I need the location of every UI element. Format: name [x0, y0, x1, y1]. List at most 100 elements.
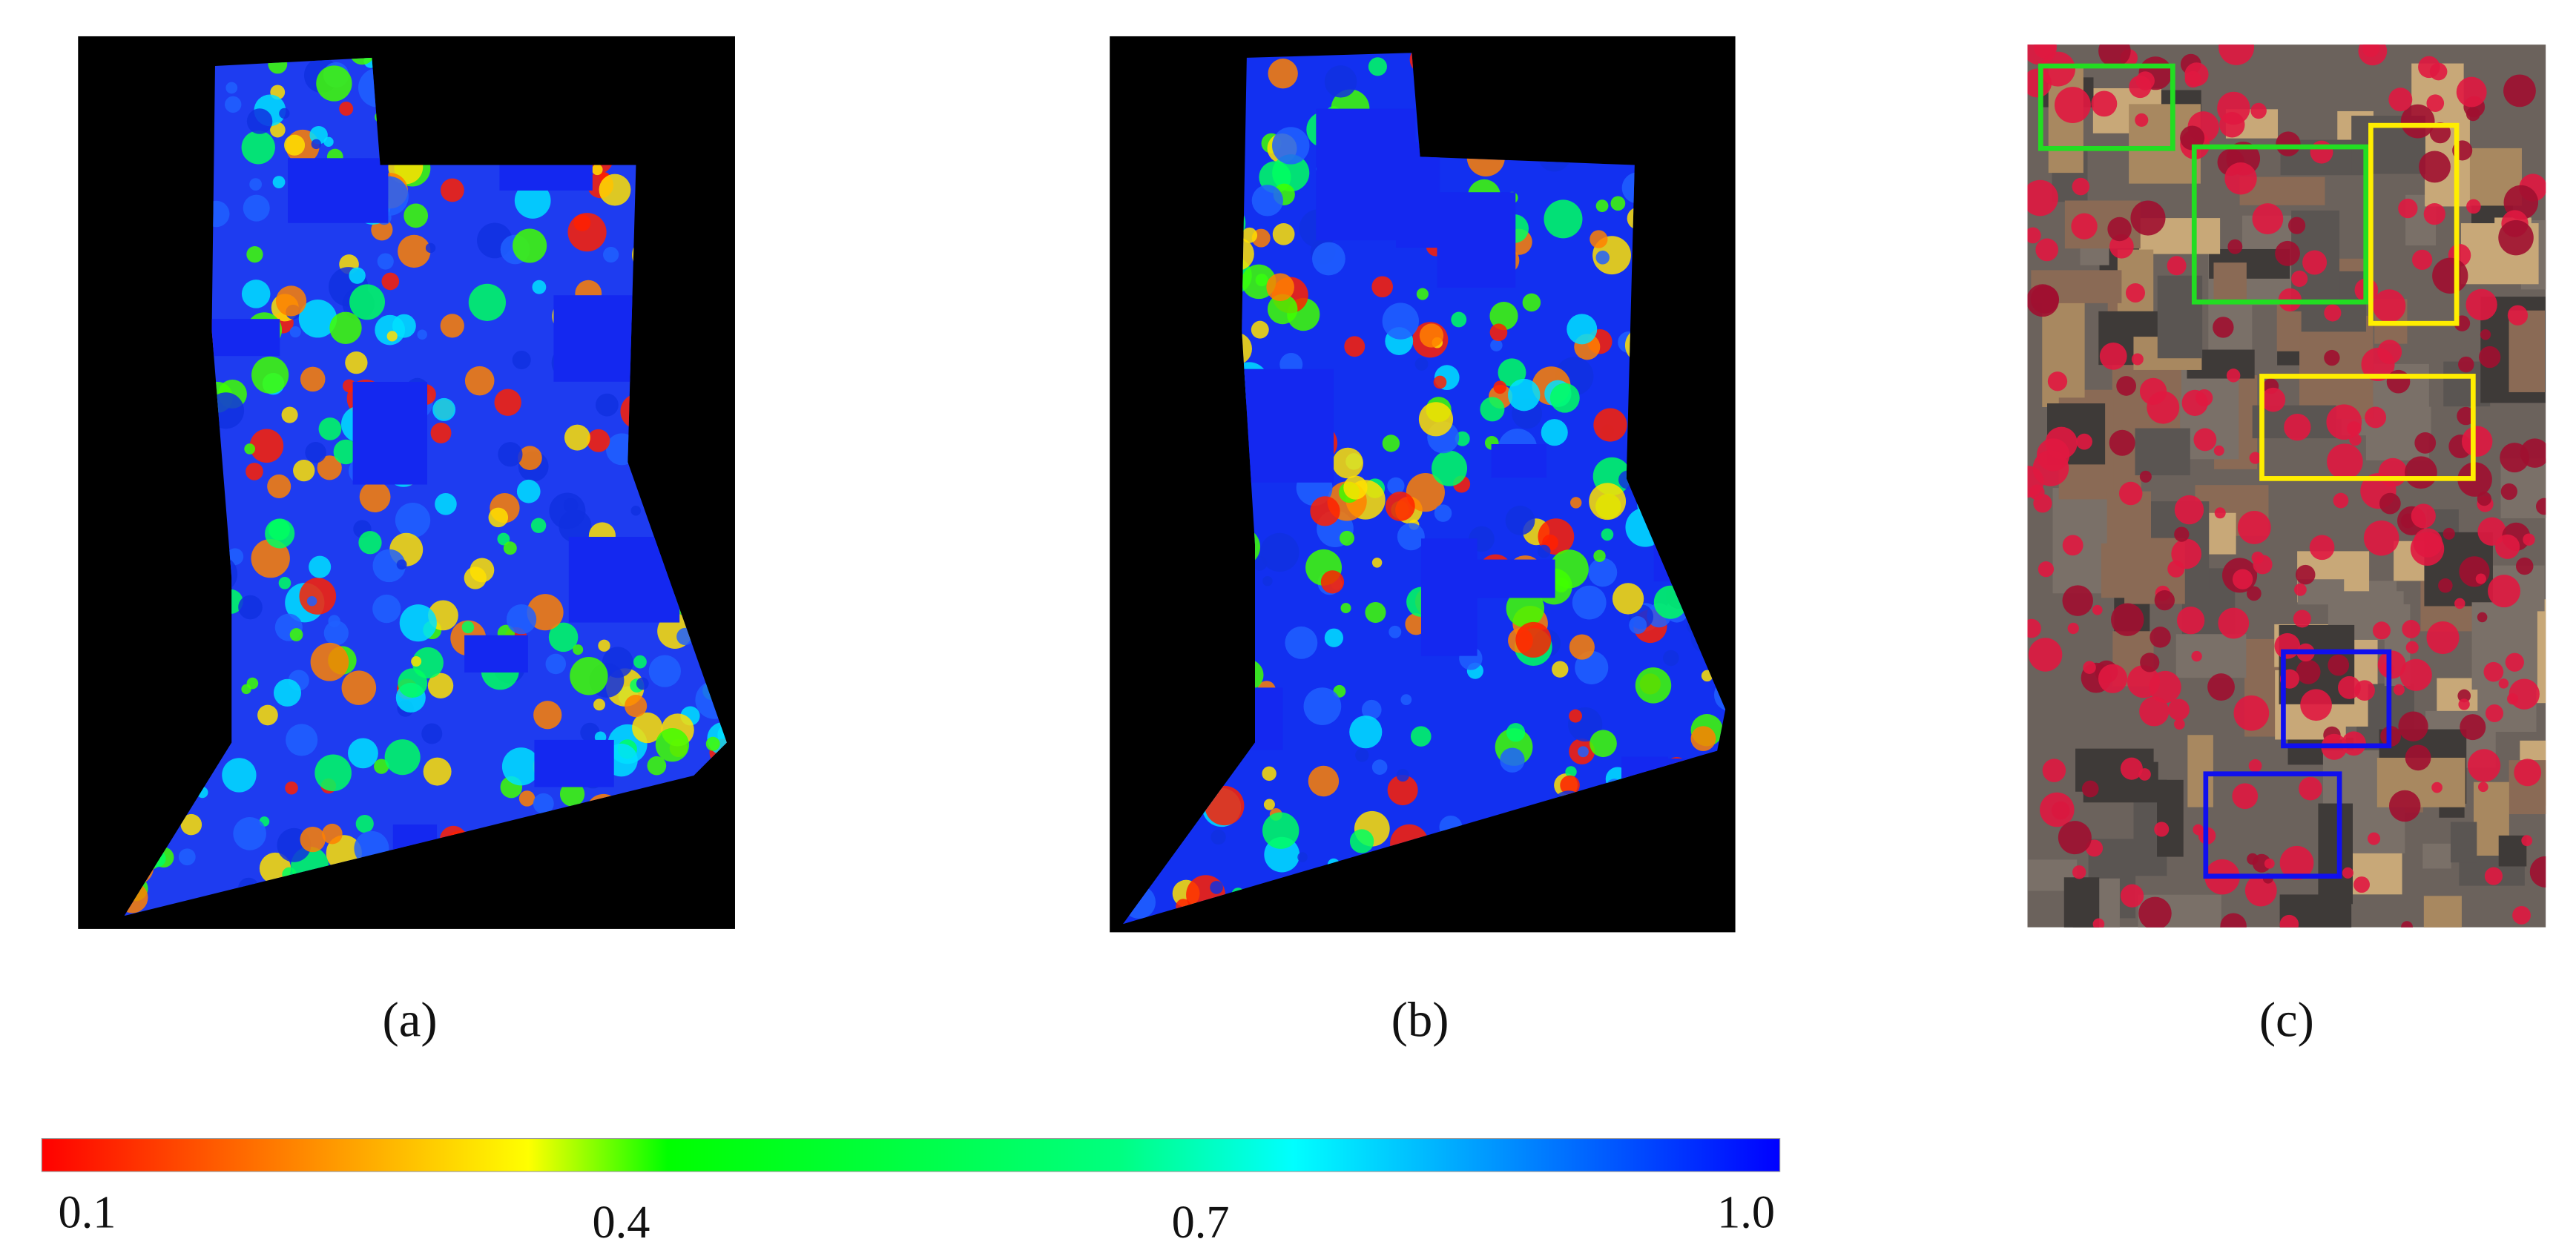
texture-dot	[570, 657, 608, 695]
texture-dot	[329, 311, 362, 344]
texture-dot	[300, 366, 326, 392]
colorbar-tick-label: 0.1	[59, 1187, 116, 1238]
texture-dot	[403, 203, 429, 228]
texture-dot	[1312, 242, 1345, 276]
vegetation	[2328, 654, 2350, 676]
vegetation	[2139, 377, 2167, 406]
texture-dot	[1210, 829, 1226, 845]
vegetation	[2139, 696, 2170, 727]
roof-patch	[1437, 192, 1516, 288]
roof	[2423, 896, 2462, 928]
vegetation	[2523, 533, 2535, 546]
vegetation	[2475, 573, 2486, 584]
vegetation	[2076, 433, 2092, 450]
texture-dot	[1549, 549, 1589, 589]
texture-dot	[272, 176, 286, 188]
roof	[2187, 735, 2213, 807]
vegetation	[2498, 219, 2534, 256]
vegetation	[2477, 612, 2488, 623]
roof	[2042, 302, 2085, 408]
vegetation	[2327, 443, 2363, 480]
texture-dot	[1480, 397, 1505, 422]
vegetation	[2423, 202, 2445, 225]
vegetation	[2324, 349, 2340, 366]
texture-dot	[342, 379, 356, 393]
texture-dot	[591, 164, 603, 176]
texture-dot	[316, 65, 352, 102]
texture-dot	[1595, 199, 1609, 213]
vegetation	[2195, 389, 2213, 407]
texture-dot	[513, 228, 547, 263]
vegetation	[2456, 76, 2487, 108]
roof	[2063, 877, 2100, 928]
texture-dot	[238, 595, 263, 620]
vegetation	[2498, 678, 2509, 689]
texture-dot	[349, 267, 366, 284]
roof-patch	[1420, 538, 1478, 656]
vegetation	[2028, 638, 2063, 672]
texture-dot	[1451, 311, 1467, 328]
texture-dot	[421, 723, 443, 744]
texture-dot	[417, 329, 427, 340]
texture-dot	[300, 826, 326, 853]
texture-dot	[1593, 549, 1606, 563]
texture-dot	[241, 130, 275, 165]
texture-dot	[289, 628, 303, 641]
texture-dot	[371, 219, 393, 241]
roof-patch	[352, 381, 428, 485]
texture-dot	[1549, 383, 1580, 413]
texture-dot	[512, 350, 531, 369]
vegetation	[2125, 282, 2145, 303]
texture-dot	[1506, 589, 1544, 628]
texture-dot	[655, 728, 690, 762]
roof	[2450, 822, 2477, 863]
vegetation	[2515, 557, 2534, 575]
vegetation	[2401, 921, 2413, 928]
texture-dot	[279, 108, 290, 119]
texture-dot	[1489, 302, 1518, 331]
texture-dot	[1343, 475, 1368, 500]
vegetation	[2098, 664, 2128, 693]
vegetation	[2174, 526, 2190, 542]
texture-dot	[593, 698, 605, 711]
texture-dot	[1272, 127, 1310, 165]
texture-dot	[1593, 408, 1627, 442]
texture-dot	[432, 397, 456, 421]
vegetation	[2398, 711, 2428, 741]
texture-dot	[349, 284, 385, 320]
vegetation	[2276, 131, 2301, 156]
vegetation	[2377, 340, 2402, 365]
texture-dot	[309, 555, 332, 578]
vegetation	[2458, 698, 2470, 710]
vegetation	[2480, 329, 2491, 340]
texture-dot	[1406, 473, 1445, 512]
texture-dot	[293, 459, 315, 482]
vegetation	[2363, 520, 2399, 556]
vegetation	[2252, 853, 2271, 873]
texture-dot	[548, 622, 579, 652]
vegetation	[2193, 428, 2217, 452]
vegetation	[2431, 781, 2442, 793]
texture-dot	[1663, 650, 1679, 667]
texture-dot	[1285, 626, 1318, 659]
texture-dot	[384, 739, 421, 776]
roof	[2175, 634, 2247, 678]
colorbar-tick-label: 1.0	[1717, 1187, 1775, 1238]
vegetation	[2054, 87, 2091, 124]
texture-dot	[625, 695, 648, 718]
vegetation	[2418, 56, 2440, 79]
texture-dot	[1414, 357, 1429, 371]
vegetation	[2237, 511, 2271, 544]
map-a	[124, 57, 727, 916]
vegetation	[2072, 177, 2090, 196]
vegetation	[2512, 905, 2531, 925]
texture-dot	[1324, 65, 1357, 98]
vegetation	[2135, 113, 2149, 127]
vegetation	[2035, 238, 2059, 262]
texture-dot	[249, 178, 263, 191]
roof-patch	[1476, 559, 1555, 598]
texture-dot	[1560, 775, 1580, 796]
texture-dot	[1242, 227, 1258, 243]
vegetation	[2118, 481, 2143, 506]
vegetation	[2459, 556, 2490, 587]
